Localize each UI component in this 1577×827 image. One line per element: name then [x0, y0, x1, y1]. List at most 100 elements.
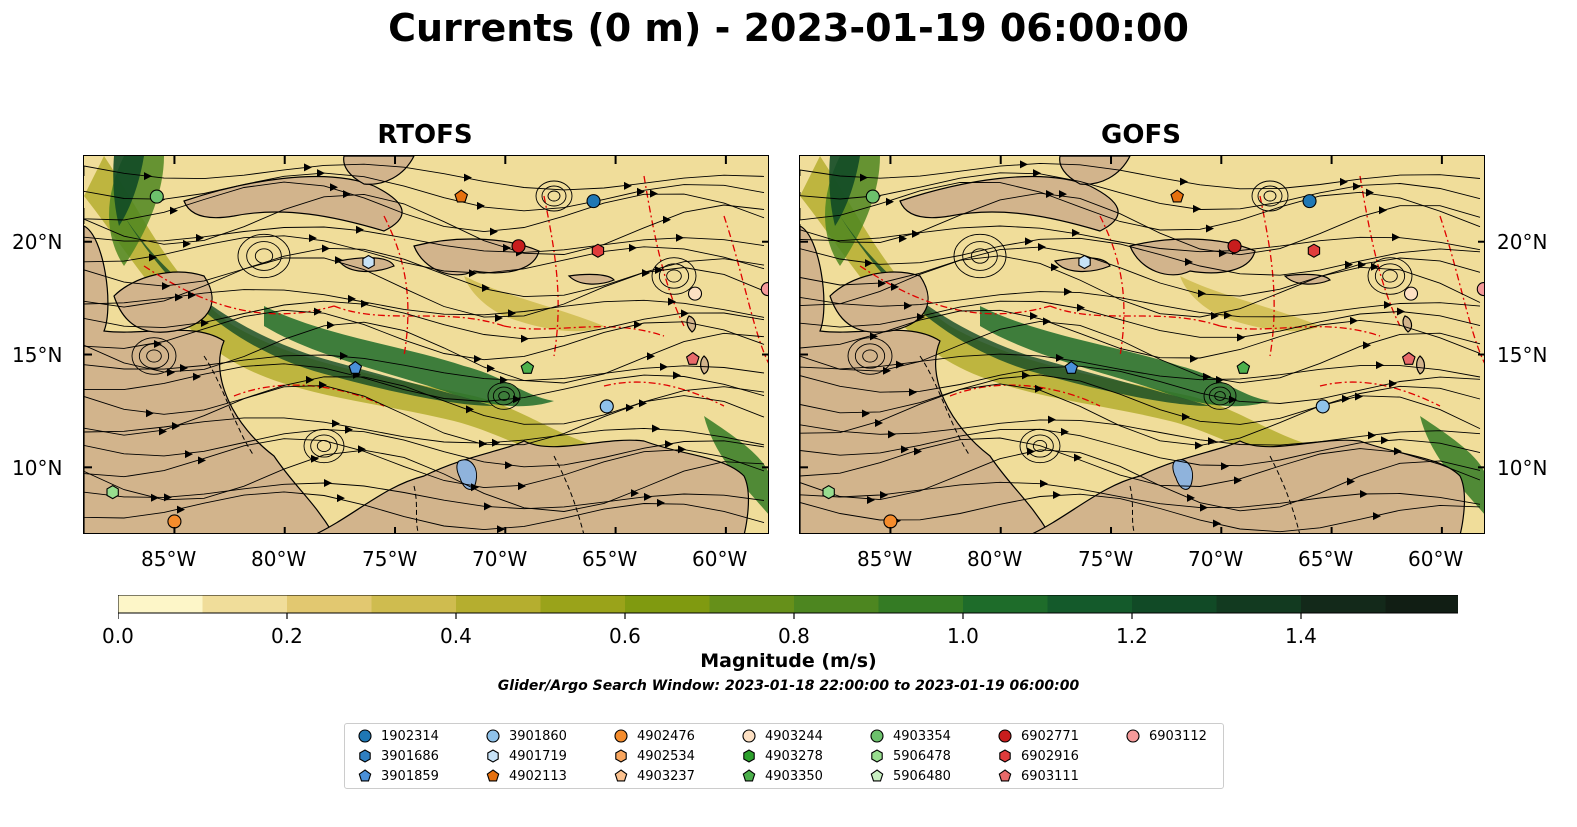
hexagon-marker-icon [615, 749, 627, 763]
land-mass [829, 271, 929, 333]
streamline-arrow [1187, 493, 1195, 502]
map-panel-gofs[interactable] [799, 155, 1485, 534]
float-marker-6902771 [1227, 239, 1242, 254]
streamline-arrow [180, 364, 188, 373]
eddy-streamline [146, 349, 162, 363]
float-legend: 1902314 3901686 3901859 3901860 4901719 49021… [344, 723, 1224, 789]
streamline-arrow [1038, 242, 1046, 251]
legend-entry: 4903354 [869, 726, 951, 746]
streamline-arrow [471, 483, 479, 492]
lake [456, 459, 478, 490]
streamline-arrow [663, 215, 671, 224]
streamline-arrow [466, 405, 474, 414]
streamline-arrow [1389, 379, 1397, 388]
streamline-arrow [878, 279, 886, 288]
streamline-arrow [1203, 372, 1211, 381]
colorbar-segment [371, 595, 457, 613]
legend-entry: 4903278 [741, 746, 823, 766]
colorbar-segment [963, 595, 1048, 613]
legend-label: 5906480 [893, 768, 951, 784]
streamline-arrow [1180, 177, 1188, 186]
hexagon-marker-icon [871, 749, 883, 763]
colorbar-svg [117, 594, 1531, 619]
legend-entry: 6902916 [997, 746, 1079, 766]
float-marker-6903111 [1401, 351, 1416, 365]
legend-label: 3901860 [509, 728, 567, 744]
streamline [800, 449, 1481, 512]
streamline-arrow [1366, 188, 1374, 197]
figure-title: Currents (0 m) - 2023-01-19 06:00:00 [388, 6, 1189, 50]
lat-label-right: 20°N [1497, 230, 1548, 254]
streamline-arrow [1384, 300, 1392, 309]
streamline [800, 428, 1481, 467]
streamline [84, 226, 765, 253]
legend-entry: 4903350 [741, 766, 823, 786]
legend-entry: 5906480 [869, 766, 951, 786]
lon-label: 70°W [472, 547, 528, 571]
streamline-arrow [183, 239, 191, 248]
streamline-arrow [917, 312, 925, 321]
eddy-streamline [862, 349, 878, 363]
streamline-arrow [634, 320, 642, 329]
streamline-arrow [896, 360, 904, 369]
streamline-arrow [626, 403, 634, 412]
streamline-arrow [1208, 437, 1216, 446]
eddy-streamline [1382, 269, 1398, 283]
legend-marker [486, 729, 500, 743]
speed-band [264, 306, 554, 407]
streamline-arrow [149, 253, 157, 262]
legend-entry: 6903111 [997, 766, 1079, 786]
legend-marker [742, 769, 756, 782]
streamline-arrow [196, 233, 204, 242]
streamline-arrow [660, 362, 668, 371]
legend-marker [614, 729, 628, 743]
float-marker-4901719 [1078, 254, 1091, 270]
circle-marker-icon [1126, 729, 1140, 743]
streamline [84, 309, 765, 361]
streamline [800, 181, 1481, 231]
float-marker-6902771 [511, 239, 526, 254]
streamline-arrow [1224, 311, 1232, 320]
float-marker-3901860 [1315, 399, 1330, 414]
streamline-arrow [886, 197, 894, 206]
streamline-arrow [1198, 289, 1206, 298]
streamline-arrow [327, 321, 335, 330]
streamline-arrow [500, 375, 508, 384]
eez-boundary [1439, 215, 1484, 364]
streamline-arrow [637, 187, 645, 196]
map-panel-rtofs[interactable] [83, 155, 769, 534]
land-mass [1032, 439, 1465, 533]
streamline-arrow [1373, 512, 1381, 521]
streamline-arrow [1360, 489, 1368, 498]
colorbar-tick: 0.0 [102, 624, 134, 648]
streamline [84, 163, 765, 191]
lake [1172, 459, 1194, 490]
streamline [84, 181, 765, 233]
legend-label: 4903278 [765, 748, 823, 764]
streamline [84, 235, 765, 274]
legend-marker [743, 749, 755, 763]
eez-boundary [503, 325, 665, 337]
streamline-arrow [912, 229, 920, 238]
streamline [84, 193, 765, 255]
eddy-streamline [1208, 386, 1232, 406]
circle-marker-icon [486, 729, 500, 743]
streamline-arrow [185, 450, 193, 459]
streamline-arrow [1376, 361, 1384, 370]
circle-marker-icon [742, 729, 756, 743]
streamline-arrow [1190, 354, 1198, 363]
float-marker-5906478 [106, 484, 119, 500]
colorbar-segment [1385, 595, 1471, 613]
streamline-arrow [361, 299, 369, 308]
legend-label: 4902113 [509, 768, 567, 784]
streamline-arrow [891, 282, 899, 291]
streamline-arrow [477, 201, 485, 210]
float-marker-1902314 [1302, 194, 1317, 209]
streamline-arrow [875, 419, 883, 428]
land-mass [1416, 355, 1426, 375]
eddy-streamline [138, 343, 170, 369]
streamline-arrow [343, 190, 351, 199]
land-mass [567, 273, 615, 285]
streamline-arrow [883, 366, 891, 375]
streamline-arrow [324, 479, 332, 488]
